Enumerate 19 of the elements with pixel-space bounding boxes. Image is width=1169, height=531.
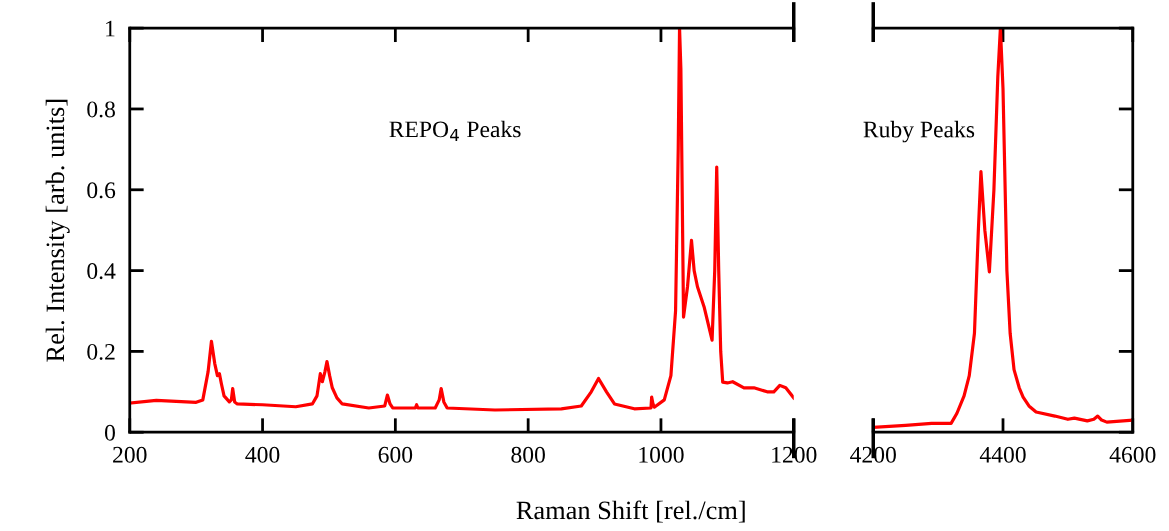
x-tick-label: 200	[113, 446, 147, 463]
x-axis-title: Raman Shift [rel./cm]	[516, 500, 745, 523]
x-tick-label: 4200	[850, 446, 896, 463]
y-axis-title: Rel. Intensity [arb. units]	[45, 99, 70, 362]
x-tick-label: 1000	[639, 446, 684, 463]
x-tick-label: 800	[511, 446, 545, 463]
x-tick-label: 600	[378, 446, 413, 463]
x-tick-label: 400	[245, 446, 280, 463]
annotation: Ruby Peaks	[863, 120, 975, 143]
x-tick-label: 1200	[772, 446, 817, 463]
y-tick-label: 0	[104, 424, 115, 441]
y-tick-label: 1	[106, 20, 115, 37]
x-tick-label: 4600	[1109, 446, 1156, 463]
annotation: REPO$_{4}$ Peaks	[389, 120, 521, 141]
y-tick-label: 0.4	[87, 263, 116, 280]
y-tick-label: 0.6	[87, 182, 116, 199]
y-tick-label: 0.8	[87, 101, 115, 118]
x-tick-label: 4400	[979, 446, 1026, 463]
y-tick-label: 0.2	[87, 343, 115, 360]
